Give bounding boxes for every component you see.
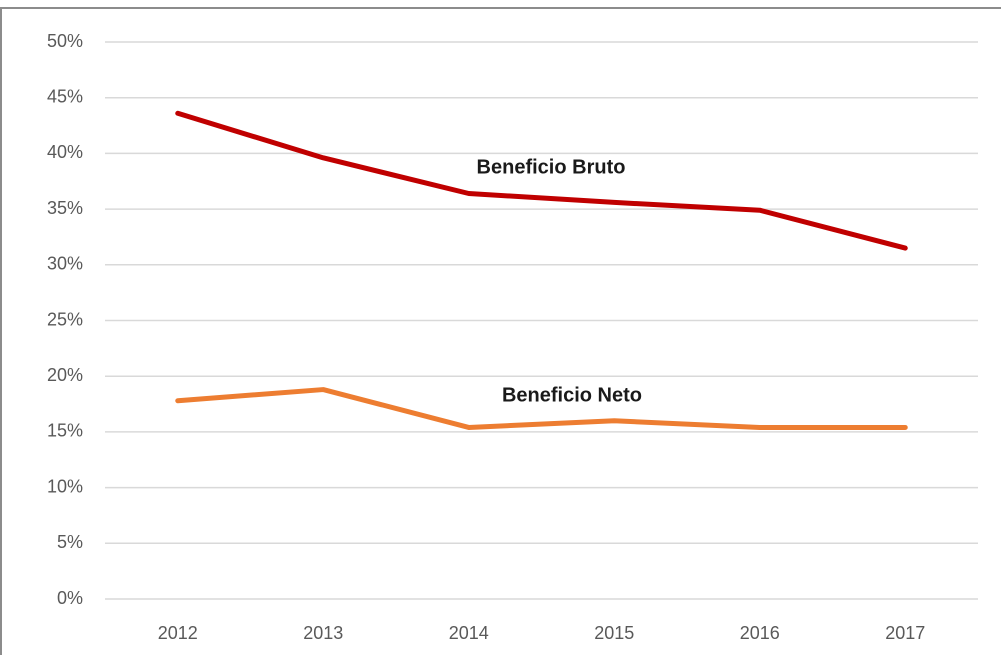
y-tick-label: 0% bbox=[57, 588, 83, 608]
series-line bbox=[175, 110, 908, 251]
y-tick-label: 50% bbox=[47, 31, 83, 51]
y-tick-label: 30% bbox=[47, 254, 83, 274]
y-tick-label: 5% bbox=[57, 532, 83, 552]
series-label: Beneficio Bruto bbox=[477, 156, 626, 178]
y-tick-label: 45% bbox=[47, 86, 83, 106]
y-tick-label: 10% bbox=[47, 476, 83, 496]
x-tick-label: 2014 bbox=[449, 623, 489, 643]
x-tick-label: 2016 bbox=[740, 623, 780, 643]
series-label: Beneficio Neto bbox=[502, 384, 642, 406]
y-tick-label: 25% bbox=[47, 309, 83, 329]
y-tick-label: 20% bbox=[47, 365, 83, 385]
chart-frame bbox=[0, 7, 1001, 655]
y-tick-label: 35% bbox=[47, 198, 83, 218]
x-tick-label: 2012 bbox=[158, 623, 198, 643]
x-tick-label: 2015 bbox=[594, 623, 634, 643]
x-tick-label: 2013 bbox=[303, 623, 343, 643]
y-tick-label: 15% bbox=[47, 421, 83, 441]
x-tick-label: 2017 bbox=[885, 623, 925, 643]
series-line bbox=[175, 387, 908, 430]
y-tick-label: 40% bbox=[47, 142, 83, 162]
